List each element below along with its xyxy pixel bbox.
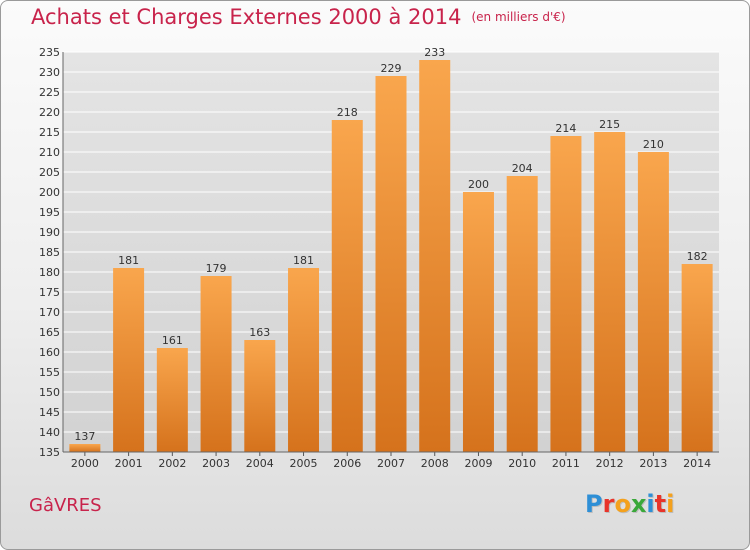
bar-2011 [550, 136, 582, 452]
y-tick-label: 145 [39, 406, 60, 419]
y-tick-label: 150 [39, 386, 60, 399]
y-tick-label: 210 [39, 146, 60, 159]
proxiti-logo: Proxiti [585, 490, 674, 518]
x-tick-label: 2007 [377, 457, 405, 470]
y-tick-label: 220 [39, 106, 60, 119]
bar-2007 [375, 76, 407, 452]
data-label: 215 [599, 118, 620, 131]
y-tick-label: 170 [39, 306, 60, 319]
x-tick-label: 2012 [596, 457, 624, 470]
x-tick-label: 2009 [464, 457, 492, 470]
data-label: 181 [118, 254, 139, 267]
bar-2001 [113, 268, 145, 452]
logo-letter: x [630, 490, 647, 518]
data-label: 233 [424, 46, 445, 59]
chart-unit-note: (en milliers d'€) [471, 10, 566, 24]
bar-2008 [419, 60, 451, 452]
y-tick-label: 155 [39, 366, 60, 379]
x-tick-label: 2001 [115, 457, 143, 470]
x-tick-label: 2005 [290, 457, 318, 470]
bar-2013 [637, 152, 669, 452]
y-tick-label: 135 [39, 446, 60, 459]
city-name: GâVRES [29, 495, 102, 516]
logo-letter: i [666, 490, 675, 518]
data-label: 218 [337, 106, 358, 119]
y-tick-label: 140 [39, 426, 60, 439]
x-tick-label: 2010 [508, 457, 536, 470]
y-tick-label: 235 [39, 46, 60, 59]
axes: 135 140 145 150 155 160 165 170 175 180 185 190 195 2… [39, 46, 719, 470]
x-tick-label: 2004 [246, 457, 274, 470]
chart-title-text: Achats et Charges Externes 2000 à 2014 [31, 5, 462, 29]
data-label: 179 [206, 262, 227, 275]
x-tick-label: 2000 [71, 457, 99, 470]
bars [69, 60, 713, 452]
x-tick-label: 2011 [552, 457, 580, 470]
data-label: 229 [381, 62, 402, 75]
y-tick-label: 205 [39, 166, 60, 179]
data-label: 181 [293, 254, 314, 267]
bar-2005 [288, 268, 320, 452]
data-label: 210 [643, 138, 664, 151]
bar-2003 [200, 276, 232, 452]
bar-2012 [594, 132, 626, 452]
data-label: 200 [468, 178, 489, 191]
y-tick-label: 190 [39, 226, 60, 239]
x-tick-label: 2014 [683, 457, 711, 470]
data-label: 137 [74, 430, 95, 443]
data-label: 163 [249, 326, 270, 339]
data-label: 214 [555, 122, 576, 135]
bar-2009 [462, 192, 494, 452]
chart-title: Achats et Charges Externes 2000 à 2014 (e… [31, 5, 566, 29]
logo-letter: r [602, 490, 615, 518]
bar-2000 [69, 444, 101, 452]
y-tick-label: 165 [39, 326, 60, 339]
y-tick-label: 200 [39, 186, 60, 199]
y-tick-label: 185 [39, 246, 60, 259]
bar-2014 [681, 264, 713, 452]
y-tick-label: 195 [39, 206, 60, 219]
x-tick-label: 2002 [158, 457, 186, 470]
logo-letter: i [646, 490, 655, 518]
y-tick-label: 160 [39, 346, 60, 359]
labels: 137 181 161 179 163 181 218 229 233 200 204 214 215 2… [74, 46, 707, 443]
x-tick-label: 2013 [639, 457, 667, 470]
bar-2002 [156, 348, 188, 452]
y-tick-label: 175 [39, 286, 60, 299]
logo-letter: o [614, 490, 631, 518]
data-label: 161 [162, 334, 183, 347]
data-label: 182 [687, 250, 708, 263]
x-tick-label: 2008 [421, 457, 449, 470]
y-tick-label: 230 [39, 66, 60, 79]
logo-letter: P [585, 490, 603, 518]
x-tick-label: 2006 [333, 457, 361, 470]
y-tick-label: 225 [39, 86, 60, 99]
logo-letter: t [654, 490, 667, 518]
bar-2004 [244, 340, 276, 452]
y-tick-label: 180 [39, 266, 60, 279]
x-tick-label: 2003 [202, 457, 230, 470]
bar-2006 [331, 120, 363, 452]
y-tick-label: 215 [39, 126, 60, 139]
data-label: 204 [512, 162, 533, 175]
bar-2010 [506, 176, 538, 452]
